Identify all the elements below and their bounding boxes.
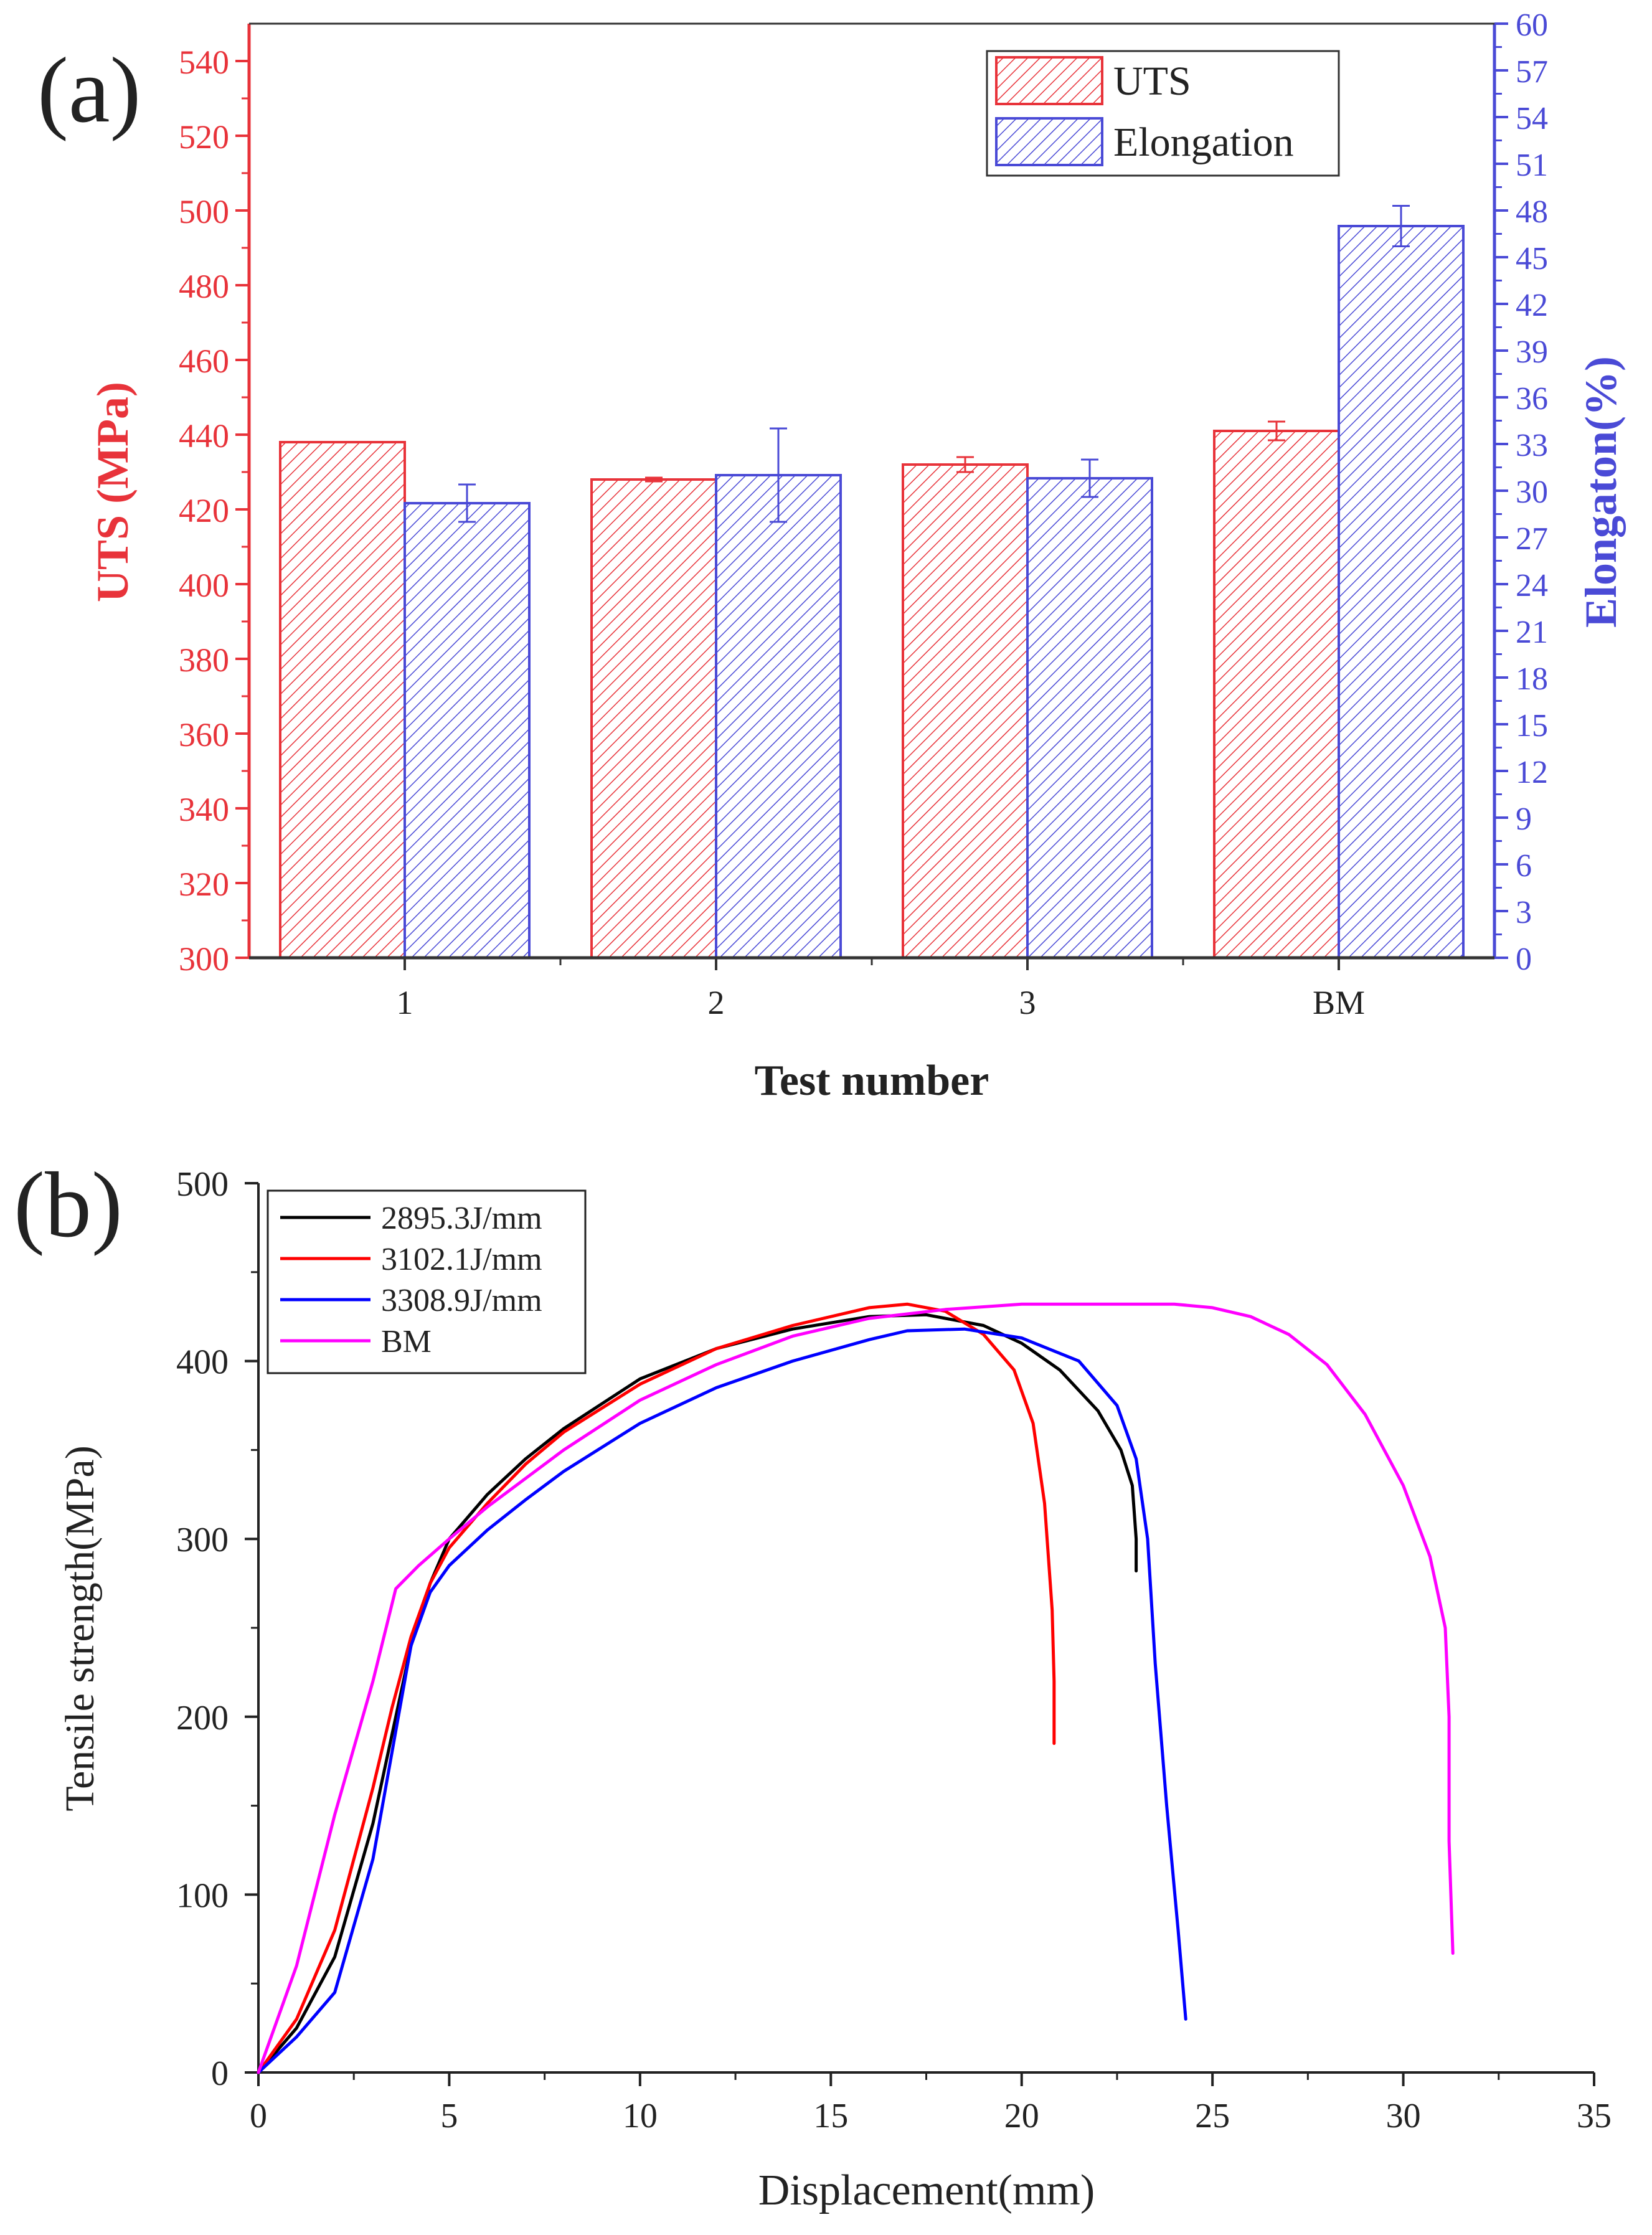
panel-b-y-tick-label: 300 (176, 1521, 229, 1559)
panel-b-y-tick-label: 400 (176, 1343, 229, 1382)
bar-elongation-2 (715, 474, 842, 959)
left-y-tick-label: 500 (179, 193, 229, 230)
bar-elongation-BM (1338, 225, 1465, 959)
left-y-tick-label: 480 (179, 268, 229, 305)
panel-b-legend-label-4: BM (381, 1324, 432, 1359)
right-y-tick-label: 36 (1516, 381, 1548, 417)
legend-swatch-elongation (995, 117, 1103, 166)
panel-b-legend-label-2: 3102.1J/mm (381, 1242, 542, 1277)
panel-a-label: (a) (37, 39, 141, 142)
legend-label-uts: UTS (1113, 59, 1191, 104)
right-y-tick-label: 6 (1516, 848, 1532, 884)
left-y-tick-label: 340 (179, 791, 229, 828)
right-y-tick-label: 33 (1516, 428, 1548, 463)
panel-b-y-tick-label: 100 (176, 1876, 229, 1915)
series-line-2 (257, 1302, 1056, 2074)
left-y-tick-label: 300 (179, 940, 229, 978)
panel-b-y-label: Tensile strength(MPa) (57, 1445, 103, 1811)
right-y-tick-label: 57 (1516, 54, 1548, 90)
panel-a-x-label: Test number (755, 1057, 989, 1105)
left-y-tick-label: 320 (179, 866, 229, 903)
panel-b-x-tick-label: 35 (1577, 2097, 1612, 2135)
series-line-4 (257, 1302, 1455, 2074)
panel-b-legend-label-3: 3308.9J/mm (381, 1283, 542, 1318)
panel-b-x-tick-label: 20 (1004, 2097, 1039, 2135)
series-line-3 (257, 1327, 1187, 2074)
legend-swatch-uts (995, 56, 1103, 105)
panel-b-x-tick-label: 5 (440, 2097, 458, 2135)
panel-b-x-label: Displacement(mm) (758, 2166, 1095, 2214)
right-y-tick-label: 18 (1516, 661, 1548, 697)
series-line-1 (257, 1313, 1138, 2074)
left-y-tick-label: 440 (179, 417, 229, 455)
left-y-tick-label: 400 (179, 567, 229, 604)
panel-b-x-tick-label: 0 (250, 2097, 267, 2135)
bar-uts-BM (1213, 430, 1340, 959)
left-y-tick-label: 360 (179, 716, 229, 754)
right-y-tick-label: 39 (1516, 334, 1548, 370)
right-y-tick-label: 45 (1516, 241, 1548, 276)
bar-uts-1 (279, 441, 406, 959)
panel-b-series-lines (257, 1302, 1455, 2074)
panel-b-y-tick-label: 200 (176, 1699, 229, 1737)
bar-elongation-3 (1026, 477, 1153, 959)
panel-b-label: (b) (14, 1153, 123, 1257)
bar-elongation-1 (404, 502, 531, 959)
right-y-tick-label: 9 (1516, 801, 1532, 837)
panel-b-chart: (b) 0 5 10 15 20 25 30 35 0 100 200 300 400 500 Tens… (14, 1153, 1612, 2214)
left-y-tick-label: 420 (179, 492, 229, 529)
panel-b-x-tick-label: 10 (623, 2097, 658, 2135)
panel-a-error-bars (458, 205, 1410, 523)
right-y-tick-label: 54 (1516, 101, 1548, 136)
panel-b-x-tick-label: 25 (1195, 2097, 1230, 2135)
right-y-tick-label: 60 (1516, 7, 1548, 43)
panel-a-bars (279, 225, 1465, 959)
right-y-tick-label: 51 (1516, 148, 1548, 183)
x-ticks: 1 2 3 BM (397, 958, 1365, 1021)
left-y-tick-label: 520 (179, 118, 229, 156)
right-y-tick-label: 0 (1516, 942, 1532, 977)
legend-label-elongation: Elongation (1113, 120, 1294, 165)
left-y-tick-label: 540 (179, 44, 229, 81)
right-y-tick-label: 3 (1516, 895, 1532, 930)
panel-b-x-tick-label: 15 (813, 2097, 848, 2135)
right-y-tick-label: 15 (1516, 708, 1548, 744)
right-y-tick-label: 24 (1516, 568, 1548, 603)
x-tick-label: BM (1313, 984, 1365, 1021)
panel-b-y-tick-label: 500 (176, 1165, 229, 1204)
left-y-tick-label: 460 (179, 343, 229, 380)
right-y-tick-label: 21 (1516, 615, 1548, 650)
x-tick-label: 2 (708, 984, 725, 1021)
x-tick-label: 1 (397, 984, 413, 1021)
panel-a-legend: UTS Elongation (986, 50, 1340, 177)
panel-b-x-ticks: 0 5 10 15 20 25 30 35 (250, 2072, 1612, 2135)
panel-a-left-y-label: UTS (MPa) (88, 382, 138, 602)
right-y-tick-label: 12 (1516, 755, 1548, 790)
panel-b-x-tick-label: 30 (1386, 2097, 1421, 2135)
panel-b-legend-box (267, 1189, 587, 1374)
right-y-tick-label: 42 (1516, 288, 1548, 323)
left-y-ticks: 300 320 340 360 380 400 420 440 460 480 500 520 540 (179, 44, 249, 978)
panel-a-chart: (a) 300320340360380400420440460480500520… (37, 7, 1626, 1105)
bar-uts-3 (902, 463, 1029, 959)
right-y-tick-label: 30 (1516, 475, 1548, 510)
left-y-tick-label: 380 (179, 641, 229, 679)
panel-b-legend: 2895.3J/mm 3102.1J/mm 3308.9J/mm BM (267, 1189, 587, 1374)
bar-uts-2 (590, 478, 717, 959)
panel-b-y-ticks: 0 100 200 300 400 500 (176, 1165, 258, 2093)
right-y-tick-label: 27 (1516, 521, 1548, 557)
panel-a-right-y-label: Elongaton(%) (1576, 356, 1626, 628)
panel-b-legend-label-1: 2895.3J/mm (381, 1201, 542, 1236)
right-y-tick-label: 48 (1516, 194, 1548, 230)
panel-b-y-tick-label: 0 (211, 2054, 229, 2093)
x-tick-label: 3 (1019, 984, 1036, 1021)
